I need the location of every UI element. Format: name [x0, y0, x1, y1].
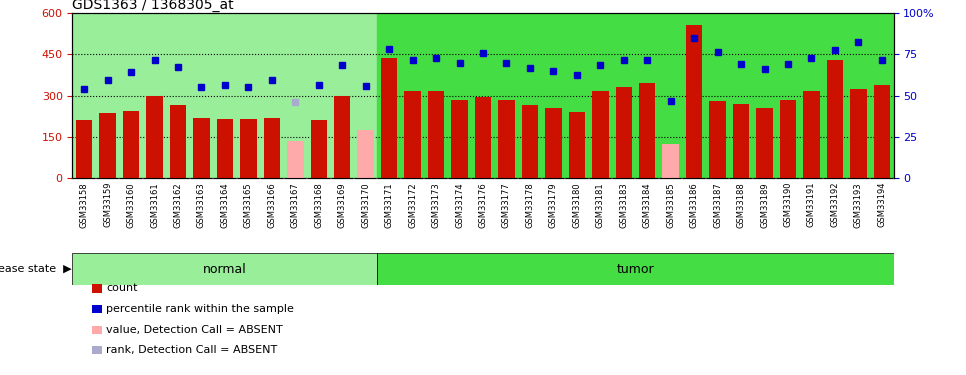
Bar: [498, 100, 515, 178]
Text: GSM33166: GSM33166: [268, 182, 276, 228]
Text: GSM33191: GSM33191: [807, 182, 816, 227]
Bar: [72, 253, 378, 285]
Text: disease state  ▶: disease state ▶: [0, 264, 71, 274]
Bar: [873, 85, 890, 178]
Text: GSM33172: GSM33172: [408, 182, 417, 228]
Text: GSM33186: GSM33186: [690, 182, 698, 228]
Text: GSM33177: GSM33177: [502, 182, 511, 228]
Bar: [827, 60, 843, 178]
Bar: [264, 118, 280, 178]
Text: GSM33159: GSM33159: [103, 182, 112, 227]
Text: GSM33187: GSM33187: [713, 182, 723, 228]
Text: GSM33171: GSM33171: [384, 182, 394, 228]
Bar: [686, 26, 702, 178]
Text: GSM33193: GSM33193: [854, 182, 863, 228]
Text: GSM33185: GSM33185: [667, 182, 675, 228]
Bar: [76, 120, 93, 178]
Bar: [592, 92, 609, 178]
Bar: [709, 101, 725, 178]
Bar: [850, 89, 867, 178]
Text: percentile rank within the sample: percentile rank within the sample: [106, 304, 294, 314]
Text: GSM33174: GSM33174: [455, 182, 464, 228]
Bar: [170, 105, 186, 178]
Text: GSM33178: GSM33178: [526, 182, 534, 228]
Bar: [123, 111, 139, 178]
Bar: [334, 96, 351, 178]
Text: GSM33179: GSM33179: [549, 182, 558, 228]
Text: GSM33161: GSM33161: [150, 182, 159, 228]
Bar: [780, 100, 796, 178]
Text: normal: normal: [203, 262, 247, 276]
Text: GSM33184: GSM33184: [642, 182, 652, 228]
Bar: [405, 92, 421, 178]
Bar: [193, 118, 210, 178]
Text: GSM33181: GSM33181: [596, 182, 605, 228]
Text: GSM33188: GSM33188: [736, 182, 746, 228]
Text: GSM33180: GSM33180: [572, 182, 582, 228]
Bar: [72, 13, 378, 178]
Text: GSM33183: GSM33183: [619, 182, 628, 228]
Text: GSM33189: GSM33189: [760, 182, 769, 228]
Text: GSM33173: GSM33173: [432, 182, 440, 228]
Text: tumor: tumor: [616, 262, 654, 276]
Bar: [451, 100, 468, 178]
Bar: [99, 114, 116, 178]
Bar: [287, 141, 303, 178]
Text: rank, Detection Call = ABSENT: rank, Detection Call = ABSENT: [106, 345, 277, 355]
Text: GSM33170: GSM33170: [361, 182, 370, 228]
Bar: [545, 108, 561, 178]
Text: GSM33162: GSM33162: [174, 182, 183, 228]
Text: GSM33163: GSM33163: [197, 182, 206, 228]
Text: GSM33167: GSM33167: [291, 182, 299, 228]
Bar: [357, 130, 374, 178]
Text: GDS1363 / 1368305_at: GDS1363 / 1368305_at: [72, 0, 234, 12]
Bar: [241, 119, 257, 178]
Bar: [216, 119, 233, 178]
Bar: [663, 144, 679, 178]
Text: GSM33176: GSM33176: [478, 182, 488, 228]
Bar: [615, 87, 632, 178]
Text: GSM33165: GSM33165: [243, 182, 253, 228]
Text: GSM33169: GSM33169: [338, 182, 347, 228]
Text: GSM33160: GSM33160: [127, 182, 135, 228]
Text: GSM33164: GSM33164: [220, 182, 230, 228]
Bar: [311, 120, 327, 178]
Text: value, Detection Call = ABSENT: value, Detection Call = ABSENT: [106, 325, 283, 334]
Bar: [378, 13, 894, 178]
Bar: [733, 104, 750, 178]
Text: GSM33194: GSM33194: [877, 182, 887, 227]
Bar: [804, 92, 820, 178]
Text: GSM33158: GSM33158: [79, 182, 89, 228]
Bar: [147, 96, 163, 178]
Text: count: count: [106, 284, 138, 293]
Bar: [639, 83, 656, 178]
Bar: [569, 112, 585, 178]
Bar: [756, 108, 773, 178]
Text: GSM33190: GSM33190: [783, 182, 792, 227]
Bar: [428, 92, 444, 178]
Text: GSM33168: GSM33168: [314, 182, 324, 228]
Bar: [378, 253, 894, 285]
Bar: [475, 97, 491, 178]
Bar: [381, 58, 397, 178]
Bar: [522, 105, 538, 178]
Text: GSM33192: GSM33192: [831, 182, 839, 227]
